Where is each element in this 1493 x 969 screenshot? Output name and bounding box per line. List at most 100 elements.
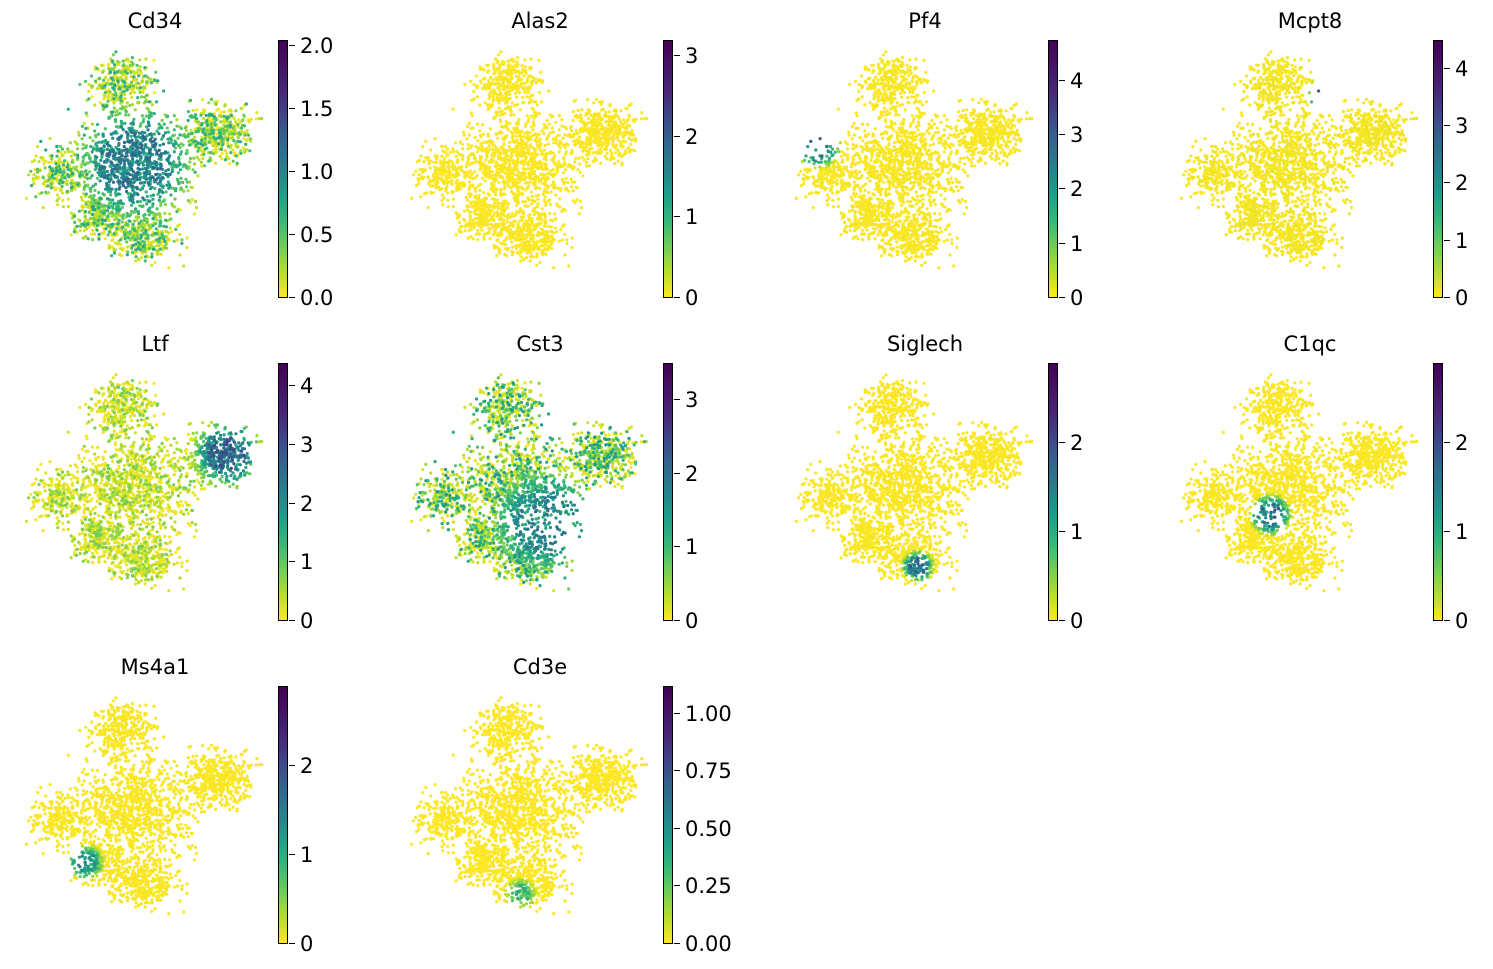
cell-point (480, 66, 484, 70)
cell-point (125, 64, 129, 68)
cell-point (140, 95, 144, 99)
cell-point (72, 214, 77, 218)
cell-point (562, 157, 566, 161)
cell-point (95, 66, 99, 70)
cell-point (111, 86, 115, 90)
cell-point (429, 184, 433, 188)
cell-point (136, 200, 140, 204)
cell-point (153, 231, 157, 236)
cell-point (220, 131, 224, 136)
cell-point (543, 215, 547, 219)
cell-point (500, 83, 504, 87)
cell-point (98, 167, 102, 171)
colorbar-tick-mark (289, 234, 295, 236)
cell-point (429, 190, 433, 194)
cell-point (495, 204, 499, 208)
cell-point (490, 142, 494, 146)
cell-point (458, 185, 462, 189)
cell-point (156, 182, 160, 186)
cell-point (229, 109, 233, 113)
cell-point (448, 150, 452, 154)
cell-point (490, 160, 494, 164)
cell-point (448, 180, 452, 184)
cell-point (81, 205, 85, 209)
cell-point (515, 103, 520, 107)
cell-point (563, 133, 567, 137)
cell-point (146, 128, 150, 132)
cell-point (593, 151, 598, 155)
cell-point (48, 165, 52, 169)
cell-point (186, 110, 190, 114)
cell-point (526, 90, 530, 95)
cell-point (244, 142, 248, 146)
cell-point (536, 145, 540, 149)
cell-point (131, 188, 135, 192)
cell-point (93, 79, 98, 83)
cell-point (195, 155, 199, 159)
cell-point (524, 71, 528, 75)
cell-point (533, 138, 537, 143)
cell-point (555, 186, 559, 190)
cell-point (240, 119, 244, 123)
cell-point (154, 160, 158, 165)
cell-point (500, 96, 504, 100)
cell-point (124, 222, 128, 226)
cell-point (121, 214, 125, 218)
cell-point (200, 123, 204, 127)
cell-point (509, 221, 513, 225)
cell-point (496, 53, 500, 57)
cell-point (462, 209, 466, 213)
cell-point (107, 230, 111, 234)
cell-point (149, 81, 153, 85)
cell-point (419, 154, 423, 158)
cell-point (128, 140, 132, 144)
cell-point (536, 202, 540, 206)
cell-point (621, 122, 625, 126)
cell-point (520, 71, 524, 75)
cell-point (558, 197, 562, 201)
cell-point (146, 228, 150, 232)
cell-point (143, 255, 147, 259)
cell-point (91, 217, 95, 221)
cell-point (434, 186, 438, 190)
cell-point (139, 256, 143, 260)
cell-point (544, 124, 548, 128)
cell-point (527, 74, 531, 78)
cell-point (125, 57, 129, 61)
cell-point (90, 84, 94, 88)
cell-point (516, 157, 520, 161)
cell-point (157, 237, 161, 241)
cell-point (124, 168, 128, 172)
cell-point (133, 153, 137, 157)
cell-point (173, 146, 177, 150)
cell-point (147, 246, 151, 250)
cell-point (455, 216, 460, 220)
colorbar-tick-label: 0.5 (300, 222, 333, 248)
cell-point (452, 164, 457, 168)
cell-point (168, 185, 172, 189)
cell-point (192, 212, 196, 216)
cell-point (619, 109, 623, 113)
cell-point (480, 176, 484, 180)
cell-point (560, 124, 564, 128)
cell-point (131, 151, 135, 155)
cell-point (605, 151, 609, 155)
cell-point (589, 113, 593, 117)
cell-point (412, 173, 416, 177)
cell-point (502, 60, 506, 64)
cell-point (504, 95, 508, 99)
cell-point (145, 166, 149, 171)
cell-point (441, 173, 445, 177)
cell-point (131, 159, 135, 163)
cell-point (121, 180, 125, 184)
cell-point (173, 197, 177, 201)
cell-point (215, 144, 219, 148)
cell-point (569, 128, 574, 133)
cell-point (166, 237, 170, 241)
cell-point (434, 178, 438, 182)
cell-point (515, 95, 519, 99)
cell-point (627, 136, 631, 141)
cell-point (141, 245, 145, 249)
cell-point (461, 153, 465, 157)
cell-point (537, 112, 541, 116)
